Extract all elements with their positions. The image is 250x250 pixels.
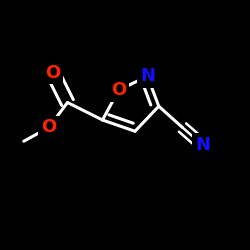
Text: N: N xyxy=(140,67,155,85)
Text: O: O xyxy=(45,64,60,82)
Text: N: N xyxy=(195,136,210,154)
Text: O: O xyxy=(111,81,126,99)
Text: O: O xyxy=(41,118,56,136)
